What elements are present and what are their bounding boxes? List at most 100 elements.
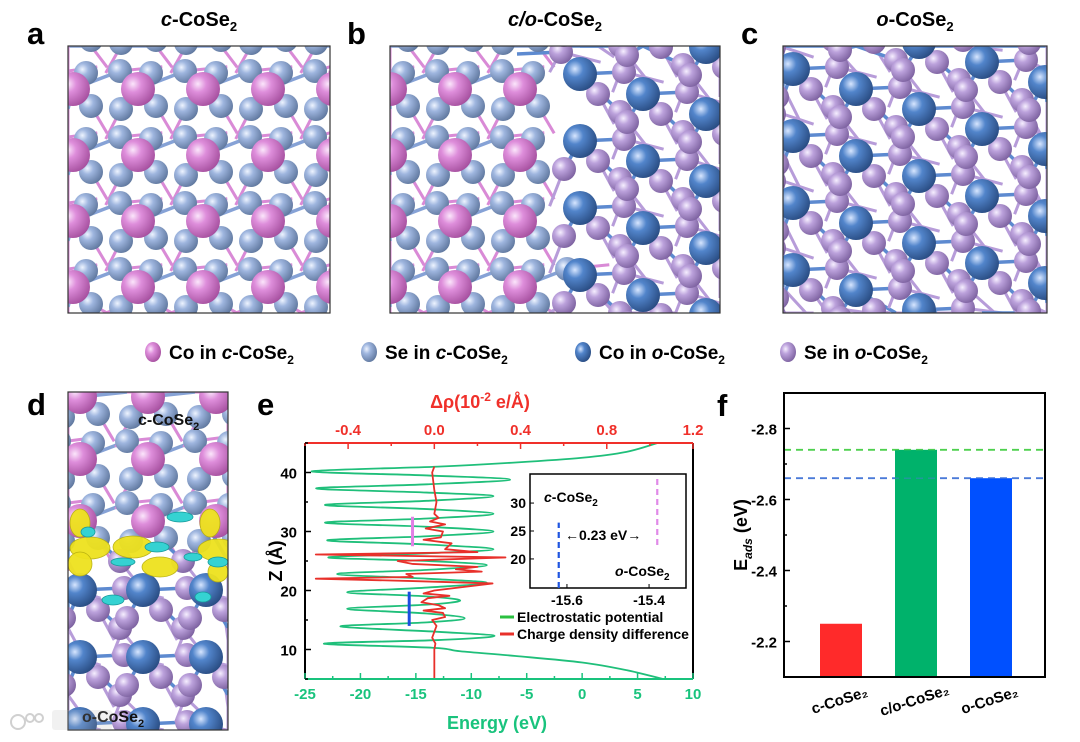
co-atom-o	[689, 231, 720, 265]
se-atom-c	[491, 46, 515, 55]
watermark-logo	[10, 710, 112, 730]
co-atom-c	[390, 72, 407, 106]
charge-depletion-blob	[207, 556, 228, 568]
co-atom-c	[390, 270, 407, 304]
se-atom-o	[828, 105, 852, 129]
se-atom-o	[828, 172, 852, 196]
chart-e-legend: Electrostatic potential Charge density d…	[500, 609, 689, 642]
co-atom-c	[438, 204, 472, 238]
se-atom-c	[304, 97, 328, 121]
se-atom-o	[925, 117, 949, 141]
co-atom-c	[438, 270, 472, 304]
energy-axis-title: Energy (eV)	[447, 713, 547, 733]
f-y-tick-label: -2.2	[751, 635, 777, 652]
se-atom-o	[678, 63, 702, 87]
panel-b-title: c/o-CoSe2	[508, 9, 602, 34]
x-tick-label: 10	[685, 686, 702, 703]
d-bottom-label: o-CoSe2	[82, 709, 144, 730]
se-atom-o	[68, 623, 69, 633]
se-atom-o	[988, 271, 1012, 295]
co-atom-c	[68, 204, 90, 238]
z-axis-title: Z (Å)	[266, 541, 286, 582]
panel-c-frame	[782, 45, 1048, 314]
co-atom-o	[68, 640, 97, 674]
se-atom-c	[174, 163, 198, 187]
co-atom-o	[563, 57, 597, 91]
se-atom-c	[187, 405, 211, 429]
se-atom-c	[239, 229, 263, 253]
panel-label-c: c	[741, 16, 758, 51]
se-atom-c	[44, 31, 68, 55]
se-atom-o	[952, 46, 974, 52]
top-axis-title: Δρ(10-2 e/Å)	[430, 390, 530, 412]
se-atom-o	[1017, 299, 1041, 313]
svg-text:Co in o-CoSe2: Co in o-CoSe2	[599, 343, 725, 367]
se-atom-c	[239, 163, 263, 187]
se-atom-c	[119, 467, 143, 491]
se-atom-o	[1051, 23, 1075, 47]
se-atom-o	[586, 216, 610, 240]
se-atom-o	[615, 177, 639, 201]
chart-f: -2.8 -2.6 -2.4 -2.2 c-CoSe₂ c/o-CoSe₂ o-CoSe₂	[751, 392, 1046, 720]
bond	[783, 246, 815, 260]
co-atom-o	[902, 159, 936, 193]
svg-text:Se in o-CoSe2: Se in o-CoSe2	[804, 343, 928, 367]
se-atom-c	[361, 163, 385, 187]
panel-label-f: f	[717, 388, 728, 423]
co-atom-o	[626, 211, 660, 245]
se-atom-o	[1014, 316, 1038, 340]
se-atom-o	[212, 598, 228, 622]
se-atom-o	[862, 97, 886, 121]
se-atom-o	[234, 683, 258, 707]
co-atom-c	[131, 442, 165, 476]
se-atom-c	[334, 259, 358, 283]
co-atom-o	[68, 573, 97, 607]
se-atom-o	[234, 616, 258, 640]
se-atom-o	[925, 184, 949, 208]
inset-y-tick-label: 30	[510, 495, 526, 511]
panel-d-frame	[67, 391, 229, 731]
se-atom-o	[783, 153, 789, 175]
se-atom-c	[109, 97, 133, 121]
panel-label-b: b	[347, 16, 366, 51]
bar	[895, 449, 937, 677]
se-atom-c	[43, 257, 67, 281]
co-atom-o	[783, 186, 810, 220]
legend-item-se-o: Se in o-CoSe2	[780, 342, 928, 367]
se-atom-o	[608, 301, 632, 313]
co-atom-o	[1028, 266, 1047, 300]
co-atom-c	[503, 270, 537, 304]
bond	[597, 46, 616, 59]
se-atom-o	[758, 276, 782, 300]
se-atom-o	[1010, 21, 1034, 45]
se-atom-c	[115, 491, 139, 515]
se-atom-o	[783, 220, 789, 242]
se-atom-o	[1051, 291, 1075, 315]
co-atom-c	[68, 138, 90, 172]
legend-label-charge: Charge density difference	[517, 626, 689, 642]
co-atom-c	[251, 204, 285, 238]
se-atom-c	[527, 46, 549, 52]
se-atom-o	[758, 209, 782, 233]
se-atom-o	[891, 125, 915, 149]
se-atom-o	[891, 259, 915, 283]
se-atom-o	[765, 18, 789, 42]
se-atom-c	[68, 495, 71, 511]
se-atom-c	[43, 125, 67, 149]
co-atom-c	[251, 138, 285, 172]
charge-depletion-blob	[166, 511, 194, 523]
se-atom-c	[334, 127, 358, 151]
se-atom-o	[1017, 232, 1041, 256]
se-atom-o	[115, 673, 139, 697]
y-tick-label: 30	[280, 525, 297, 542]
bond	[783, 46, 815, 59]
se-atom-o	[954, 145, 978, 169]
se-atom-o	[1051, 224, 1075, 248]
se-atom-o	[783, 86, 789, 108]
se-atom-o	[178, 606, 202, 630]
se-atom-o	[149, 598, 173, 622]
se-atom-c	[174, 97, 198, 121]
se-atom-c	[183, 491, 207, 515]
co-atom-c	[390, 138, 407, 172]
co-atom-c	[68, 72, 90, 106]
